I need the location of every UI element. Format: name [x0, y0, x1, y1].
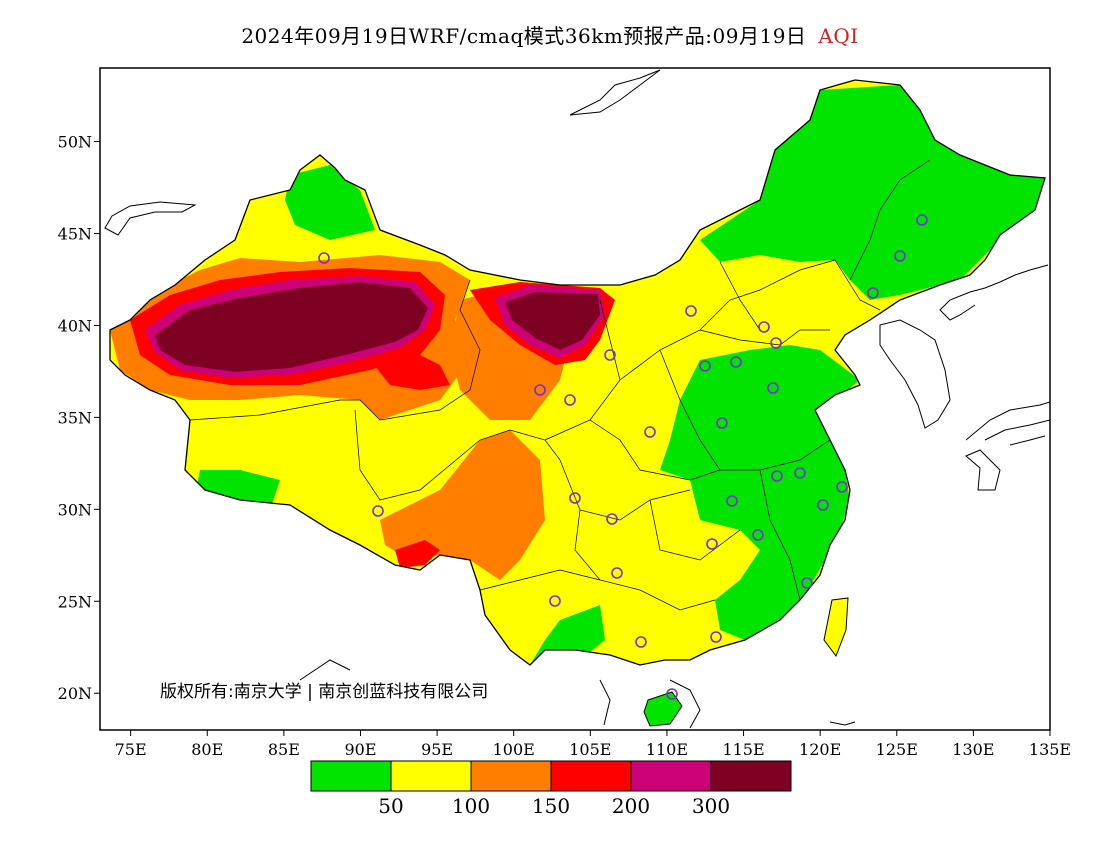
aqi-zone-tarim-maroon: [155, 282, 428, 372]
city-marker: [801, 577, 813, 589]
city-marker: [867, 287, 879, 299]
city-marker: [666, 688, 678, 700]
lon-tick-label: 125E: [876, 740, 918, 759]
city-marker: [817, 499, 829, 511]
city-marker: [685, 305, 697, 317]
city-marker: [771, 470, 783, 482]
lon-tick-label: 135E: [1029, 740, 1071, 759]
colorbar: 50 100 150 200 300: [310, 760, 792, 818]
colorbar-segment: [470, 760, 552, 792]
neighbour-coastlines: [104, 69, 1050, 729]
colorbar-label: 100: [452, 794, 490, 818]
lon-tick-label: 85E: [268, 740, 300, 759]
title-variable: AQI: [818, 24, 859, 48]
city-marker: [604, 349, 616, 361]
lon-tick-label: 120E: [799, 740, 841, 759]
city-marker: [569, 492, 581, 504]
lon-tick-label: 80E: [191, 740, 223, 759]
lat-tick-label: 30N: [58, 500, 92, 519]
map-title: 2024年09月19日WRF/cmaq模式36km预报产品:09月19日 AQI: [0, 20, 1100, 49]
colorbar-label: 300: [692, 794, 730, 818]
lon-tick-label: 75E: [115, 740, 147, 759]
longitude-ticks: 75E 80E 85E 90E 95E 100E 105E 110E 115E 120E 125E 1…: [115, 730, 1071, 759]
city-marker: [836, 481, 848, 493]
city-marker: [549, 595, 561, 607]
city-marker: [534, 384, 546, 396]
city-marker: [706, 538, 718, 550]
city-markers: [318, 214, 928, 700]
city-marker: [730, 356, 742, 368]
colorbar-label: 50: [378, 794, 403, 818]
city-marker: [894, 250, 906, 262]
city-marker: [635, 636, 647, 648]
aqi-zone-alxa-maroon: [505, 292, 600, 350]
latitude-ticks: 50N 45N 40N 35N 30N 25N 20N: [58, 133, 100, 703]
city-marker: [644, 426, 656, 438]
colorbar-label: 200: [612, 794, 650, 818]
lat-tick-label: 35N: [58, 408, 92, 427]
city-marker: [726, 495, 738, 507]
aqi-zone-east-green: [660, 345, 860, 640]
city-marker: [564, 394, 576, 406]
city-marker: [916, 214, 928, 226]
colorbar-segment: [710, 760, 792, 792]
city-marker: [794, 467, 806, 479]
lon-tick-label: 90E: [344, 740, 376, 759]
city-marker: [611, 567, 623, 579]
copyright-notice: 版权所有:南京大学 | 南京创蓝科技有限公司: [160, 682, 488, 702]
city-marker: [710, 631, 722, 643]
city-marker: [716, 417, 728, 429]
lon-tick-label: 95E: [421, 740, 453, 759]
colorbar-segment: [390, 760, 472, 792]
city-marker: [767, 382, 779, 394]
colorbar-label: 150: [532, 794, 570, 818]
lon-tick-label: 130E: [952, 740, 994, 759]
lat-tick-label: 20N: [58, 684, 92, 703]
aqi-zone-central-red: [370, 350, 450, 390]
lon-tick-label: 110E: [646, 740, 688, 759]
title-text: 2024年09月19日WRF/cmaq模式36km预报产品:09月19日: [241, 24, 807, 48]
lat-tick-label: 45N: [58, 225, 92, 244]
city-marker: [606, 513, 618, 525]
lon-tick-label: 105E: [569, 740, 611, 759]
city-marker: [372, 505, 384, 517]
taiwan-island: [823, 597, 849, 658]
colorbar-segment: [310, 760, 392, 792]
lat-tick-label: 40N: [58, 316, 92, 335]
aqi-zone-south-tibet-red: [395, 540, 440, 568]
city-marker: [699, 360, 711, 372]
city-marker: [758, 321, 770, 333]
city-marker: [752, 529, 764, 541]
colorbar-segment: [550, 760, 632, 792]
colorbar-segment: [630, 760, 712, 792]
lat-tick-label: 50N: [58, 133, 92, 152]
china-border: [109, 79, 1046, 666]
city-marker: [770, 337, 782, 349]
city-marker: [318, 252, 330, 264]
lon-tick-label: 100E: [493, 740, 535, 759]
aqi-zone-northeast-green: [700, 85, 1045, 300]
lon-tick-label: 115E: [722, 740, 764, 759]
hainan-island: [643, 691, 683, 727]
lat-tick-label: 25N: [58, 592, 92, 611]
